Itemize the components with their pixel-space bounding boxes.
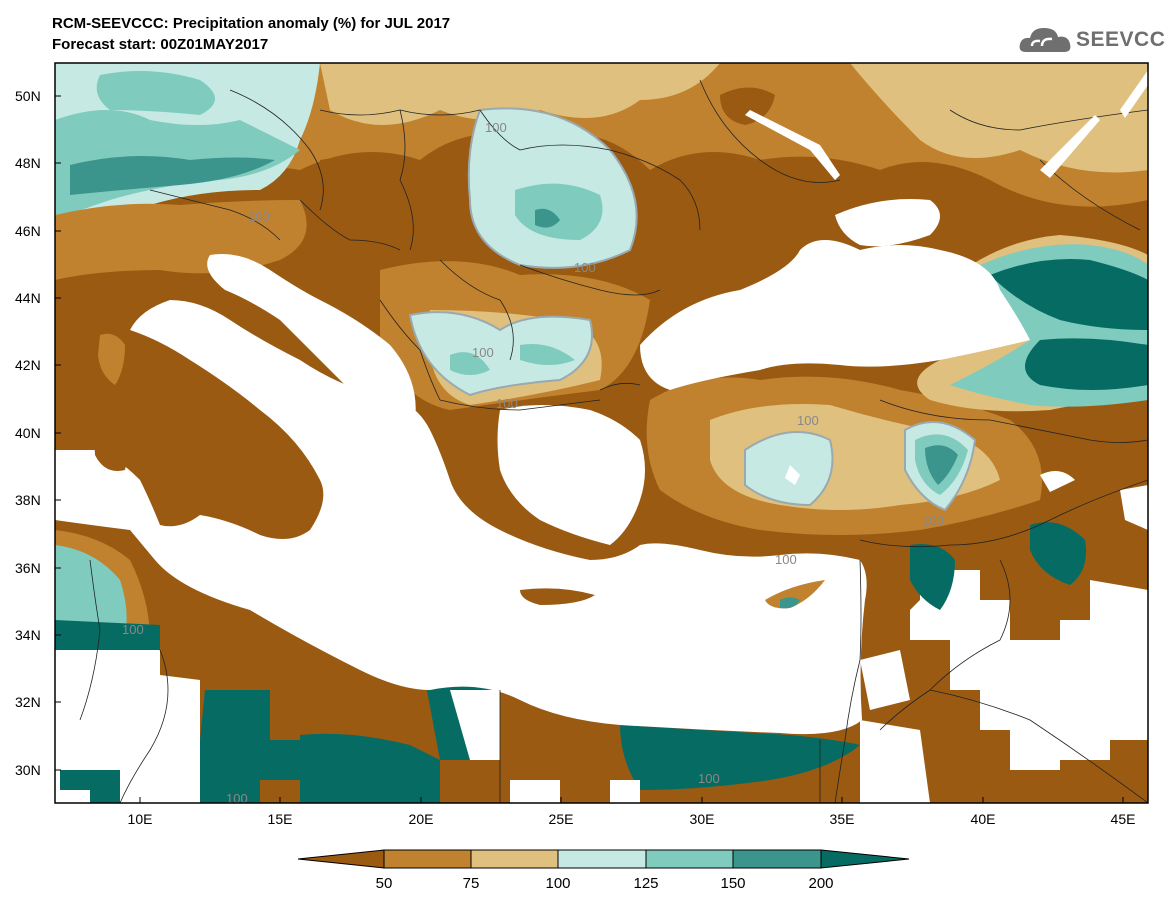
field-nodata-east bbox=[1120, 485, 1148, 530]
colorbar-swatch bbox=[297, 849, 385, 869]
field-extreme-wet-southwest bbox=[60, 770, 120, 803]
contour-label: 100 bbox=[775, 552, 797, 567]
field-wet-germany bbox=[96, 71, 215, 115]
colorbar-label: 125 bbox=[633, 875, 658, 892]
lat-label: 40N bbox=[15, 425, 41, 441]
island-corsica bbox=[98, 333, 125, 385]
sea-azov bbox=[835, 199, 940, 247]
lon-label: 30E bbox=[690, 811, 715, 827]
field-wet-balkans bbox=[450, 344, 575, 375]
field-extreme-wet-algeria bbox=[55, 620, 160, 650]
colorbar-swatch bbox=[470, 849, 559, 869]
colorbar-swatch bbox=[557, 849, 647, 869]
lat-label: 38N bbox=[15, 492, 41, 508]
field-very-wet-east-turkey bbox=[925, 445, 958, 485]
colorbar-label: 100 bbox=[545, 875, 570, 892]
field-extreme-wet-libya bbox=[200, 690, 300, 803]
field-nodata-streak-2 bbox=[1040, 70, 1148, 178]
island-cyprus-wet bbox=[780, 597, 800, 609]
colorbar-label: 75 bbox=[463, 875, 480, 892]
field-nodata-jordan bbox=[860, 650, 930, 803]
map-field bbox=[55, 63, 1148, 803]
field-extreme-wet-caucasus-south bbox=[1025, 338, 1148, 390]
field-slightly-dry-central bbox=[320, 63, 720, 125]
field-nodata-anatolia bbox=[785, 465, 800, 485]
lat-label: 30N bbox=[15, 762, 41, 778]
field-nodata-cyrenaica bbox=[450, 690, 500, 760]
sea-black-sea bbox=[640, 240, 1030, 390]
lat-label: 36N bbox=[15, 560, 41, 576]
field-nodata-egypt bbox=[510, 780, 640, 803]
longitude-labels: 10E 15E 20E 25E 30E 35E 40E 45E bbox=[128, 811, 1136, 827]
colorbar bbox=[297, 849, 910, 869]
field-extreme-wet-iraq bbox=[1030, 522, 1086, 585]
lon-label: 25E bbox=[549, 811, 574, 827]
contour-label: 100 bbox=[698, 771, 720, 786]
field-nodata-libya-west bbox=[55, 650, 200, 803]
field-nodata-streak-1 bbox=[745, 110, 840, 180]
contour-label: 100 bbox=[922, 513, 944, 528]
sea-mediterranean bbox=[55, 300, 867, 735]
lat-label: 42N bbox=[15, 357, 41, 373]
lon-label: 10E bbox=[128, 811, 153, 827]
axis-ticks bbox=[55, 95, 1124, 803]
seevccc-logo: SEEVCCC bbox=[1018, 22, 1165, 58]
cloud-icon bbox=[1019, 28, 1071, 52]
lon-label: 45E bbox=[1111, 811, 1136, 827]
island-crete bbox=[520, 588, 595, 605]
field-extreme-wet-caucasus bbox=[990, 259, 1148, 330]
island-sardinia bbox=[92, 396, 131, 471]
contour-label: 100 bbox=[122, 622, 144, 637]
field-wet-tunisia bbox=[55, 545, 127, 640]
forecast-start: Forecast start: 00Z01MAY2017 bbox=[52, 36, 269, 53]
contour-label: 100 bbox=[248, 209, 270, 224]
lon-label: 15E bbox=[268, 811, 293, 827]
lat-label: 46N bbox=[15, 223, 41, 239]
field-very-wet-romania bbox=[535, 208, 560, 228]
colorbar-swatch bbox=[732, 849, 822, 869]
contour-labels: 100 100 100 100 100 100 100 100 100 100 … bbox=[122, 120, 944, 806]
colorbar-swatch bbox=[820, 849, 910, 869]
colorbar-label: 200 bbox=[808, 875, 833, 892]
field-very-dry-hungary bbox=[320, 156, 476, 278]
field-extreme-wet-delta bbox=[620, 725, 860, 790]
colorbar-swatch bbox=[383, 849, 472, 869]
latitude-labels: 50N 48N 46N 44N 42N 40N 38N 36N 34N 32N … bbox=[15, 88, 41, 778]
lat-label: 44N bbox=[15, 290, 41, 306]
colorbar-labels: 50 75 100 125 150 200 bbox=[376, 875, 834, 892]
contour-label: 100 bbox=[472, 345, 494, 360]
field-nodata-syria-iraq bbox=[910, 570, 1148, 770]
field-nodata-lake bbox=[1040, 471, 1075, 492]
lat-label: 34N bbox=[15, 627, 41, 643]
lon-label: 20E bbox=[409, 811, 434, 827]
colorbar-label: 50 bbox=[376, 875, 393, 892]
lon-label: 35E bbox=[830, 811, 855, 827]
field-very-wet-alps bbox=[70, 156, 275, 195]
lon-label: 40E bbox=[971, 811, 996, 827]
field-wet-romania bbox=[515, 183, 603, 240]
country-borders bbox=[79, 79, 1148, 803]
map-title: RCM-SEEVCCC: Precipitation anomaly (%) f… bbox=[52, 15, 451, 32]
lat-label: 32N bbox=[15, 694, 41, 710]
colorbar-label: 150 bbox=[720, 875, 745, 892]
contour-label: 100 bbox=[496, 396, 518, 411]
lat-label: 48N bbox=[15, 155, 41, 171]
contour-label: 100 bbox=[485, 120, 507, 135]
lat-label: 50N bbox=[15, 88, 41, 104]
colorbar-swatch bbox=[645, 849, 734, 869]
field-extreme-wet-sirte bbox=[300, 733, 440, 803]
sea-adriatic bbox=[207, 254, 416, 430]
island-sicily bbox=[215, 493, 285, 535]
contour-label: 100 bbox=[574, 260, 596, 275]
contour-label: 100 bbox=[797, 413, 819, 428]
logo-text: SEEVCCC bbox=[1076, 28, 1165, 51]
sea-aegean bbox=[497, 405, 645, 545]
field-slightly-wet-balkans bbox=[408, 311, 593, 397]
field-extreme-wet-syria bbox=[910, 544, 955, 610]
